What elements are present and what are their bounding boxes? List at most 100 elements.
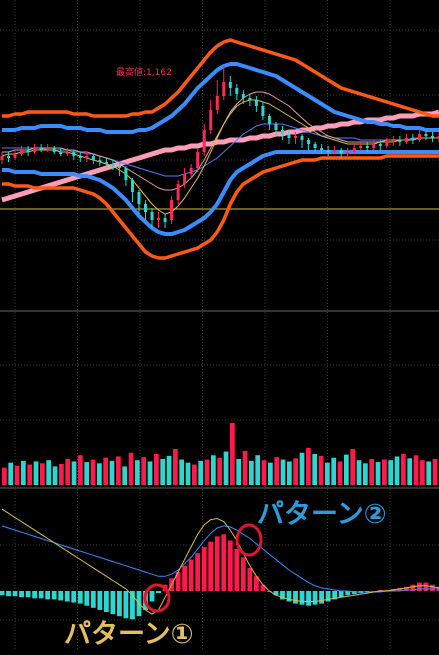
candle-body: [150, 212, 154, 220]
candle-body: [333, 150, 337, 152]
macd-histogram-bar: [103, 591, 109, 612]
candle-body: [163, 218, 167, 222]
candle-body: [365, 146, 369, 148]
candle-body: [13, 154, 17, 158]
volume-bar: [135, 460, 140, 485]
price-panel: [0, 38, 439, 260]
candle-body: [274, 124, 278, 130]
bollinger-2sigma-lower: [2, 154, 439, 260]
macd-histogram-bar: [201, 546, 207, 591]
candle-body: [391, 140, 395, 142]
volume-bar: [236, 458, 242, 485]
candle-body: [111, 164, 115, 166]
volume-bar: [394, 456, 400, 485]
macd-histogram-bar: [306, 591, 311, 606]
candle-body: [78, 156, 82, 158]
macd-histogram-bar: [12, 591, 18, 597]
macd-histogram-bar: [280, 591, 285, 600]
candle-body: [404, 138, 408, 142]
macd-histogram-bar: [338, 591, 344, 598]
macd-signal-line: [1, 525, 439, 593]
volume-bar: [306, 447, 311, 485]
macd-histogram-bar: [345, 591, 351, 596]
candle-body: [33, 148, 37, 152]
candle-body: [313, 144, 317, 148]
volume-bar: [331, 457, 337, 485]
candle-body: [104, 162, 108, 164]
macd-histogram-bar: [286, 591, 292, 602]
candle-body: [287, 134, 291, 138]
candle-body: [189, 168, 193, 174]
volume-bar: [255, 455, 261, 485]
macd-histogram-bar: [38, 591, 44, 599]
volume-bar: [337, 461, 343, 485]
volume-bar: [21, 460, 26, 485]
volume-bar: [2, 467, 7, 485]
macd-histogram-bar: [123, 591, 129, 619]
macd-histogram-bar: [227, 540, 233, 591]
bollinger-2sigma-upper: [2, 38, 439, 118]
macd-histogram-bar: [97, 591, 103, 610]
volume-bar: [173, 449, 178, 485]
macd-histogram-bar: [45, 591, 51, 600]
macd-histogram-bar: [423, 582, 429, 591]
candle-body: [417, 134, 421, 140]
macd-histogram-bar: [332, 591, 338, 600]
macd-histogram-bar: [430, 584, 435, 591]
candle-body: [411, 138, 415, 140]
macd-histogram-bar: [208, 541, 214, 591]
macd-histogram-bar: [188, 559, 194, 591]
macd-histogram-bar: [221, 534, 227, 591]
candle-body: [326, 150, 330, 152]
candle-body: [359, 146, 363, 148]
macd-histogram-bar: [0, 591, 5, 596]
macd-histogram-bar: [130, 591, 135, 620]
volume-bar: [407, 458, 413, 485]
candle-body: [39, 148, 43, 150]
volume-bar: [179, 459, 185, 485]
volume-bar: [369, 458, 375, 485]
candle-body: [183, 174, 187, 184]
candle-body: [267, 116, 271, 124]
candle-body: [228, 82, 232, 88]
candle-body: [385, 142, 389, 146]
candle-body: [157, 218, 161, 220]
volume-bar: [90, 459, 96, 485]
volume-bar: [318, 455, 324, 485]
candle-body: [202, 130, 206, 152]
candle-body: [52, 148, 56, 152]
candle-body: [143, 204, 147, 212]
volume-bar: [160, 458, 166, 485]
candle-body: [235, 88, 239, 94]
volume-bar: [204, 459, 210, 485]
macd-histogram-bar: [58, 591, 64, 601]
volume-bar: [388, 460, 394, 485]
volume-bar: [350, 449, 356, 485]
volume-bar: [52, 466, 58, 485]
macd-histogram-bar: [182, 565, 188, 591]
volume-bar: [103, 457, 109, 485]
macd-histogram-bar: [6, 591, 11, 597]
pattern-2-circle: [235, 523, 263, 557]
macd-histogram-bar: [377, 589, 383, 591]
macd-histogram-bar: [410, 584, 416, 591]
candle-body: [320, 148, 324, 150]
volume-bar: [78, 455, 83, 485]
candle-body: [98, 160, 102, 162]
candle-body: [248, 98, 252, 100]
volume-panel: [2, 423, 438, 485]
macd-histogram-bar: [351, 591, 357, 595]
bollinger-1sigma-upper: [2, 62, 439, 134]
candle-body: [170, 200, 174, 220]
candle-body: [300, 136, 304, 140]
volume-bar: [59, 463, 64, 485]
macd-histogram-bar: [64, 591, 70, 602]
candle-body: [72, 152, 76, 156]
volume-bar: [230, 423, 235, 485]
volume-bar: [40, 463, 45, 485]
volume-bar: [223, 451, 229, 485]
macd-histogram-bar: [312, 591, 318, 605]
candle-body: [346, 152, 350, 154]
